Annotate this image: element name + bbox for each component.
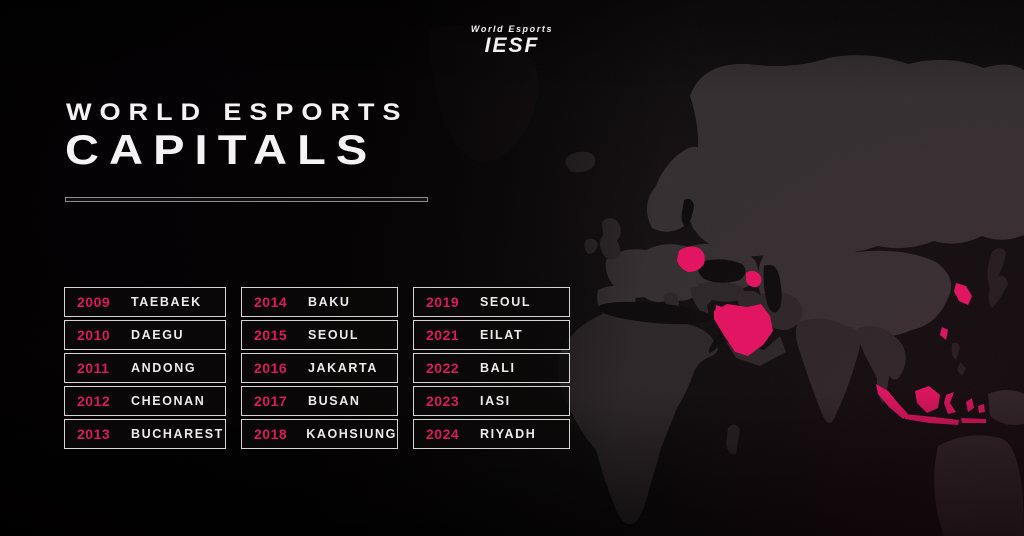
capital-city: TAEBAEK xyxy=(131,295,202,309)
page-title-line2: CAPITALS xyxy=(65,126,378,173)
capital-city: IASI xyxy=(480,394,511,408)
capitals-column-1: 2009 TAEBAEK 2010 DAEGU 2011 ANDONG 2012… xyxy=(64,287,226,452)
capital-year: 2016 xyxy=(254,360,288,376)
capital-year: 2022 xyxy=(426,360,460,376)
capital-row: 2014 BAKU xyxy=(241,287,398,317)
capital-row: 2015 SEOUL xyxy=(241,320,398,350)
capital-year: 2023 xyxy=(426,393,460,409)
capital-row: 2021 EILAT xyxy=(413,320,570,350)
capital-row: 2009 TAEBAEK xyxy=(64,287,226,317)
capital-year: 2012 xyxy=(77,393,111,409)
capital-year: 2024 xyxy=(426,426,460,442)
capital-city: BUSAN xyxy=(308,394,361,408)
capital-city: ANDONG xyxy=(131,361,197,375)
capital-year: 2010 xyxy=(77,327,111,343)
capital-year: 2009 xyxy=(77,294,111,310)
capital-city: SEOUL xyxy=(480,295,532,309)
capital-year: 2014 xyxy=(254,294,288,310)
capital-city: BALI xyxy=(480,361,516,375)
capital-row: 2010 DAEGU xyxy=(64,320,226,350)
capital-row: 2018 KAOHSIUNG xyxy=(241,419,398,449)
capitals-table: 2009 TAEBAEK 2010 DAEGU 2011 ANDONG 2012… xyxy=(64,287,570,452)
capitals-column-3: 2019 SEOUL 2021 EILAT 2022 BALI 2023 IAS… xyxy=(413,287,570,452)
capital-year: 2021 xyxy=(426,327,460,343)
capital-row: 2011 ANDONG xyxy=(64,353,226,383)
capital-city: JAKARTA xyxy=(308,361,378,375)
capitals-column-2: 2014 BAKU 2015 SEOUL 2016 JAKARTA 2017 B… xyxy=(241,287,398,452)
capital-row: 2022 BALI xyxy=(413,353,570,383)
capital-city: BAKU xyxy=(308,295,351,309)
capital-row: 2013 BUCHAREST xyxy=(64,419,226,449)
capital-row: 2017 BUSAN xyxy=(241,386,398,416)
capital-year: 2017 xyxy=(254,393,288,409)
capital-year: 2011 xyxy=(77,360,110,376)
capital-city: EILAT xyxy=(480,328,524,342)
capital-year: 2013 xyxy=(77,426,111,442)
capital-city: DAEGU xyxy=(131,328,185,342)
capital-city: KAOHSIUNG xyxy=(306,427,397,441)
iesf-logo: World Esports IESF xyxy=(0,24,1024,58)
capital-year: 2015 xyxy=(254,327,288,343)
capital-city: SEOUL xyxy=(308,328,360,342)
capital-city: BUCHAREST xyxy=(131,427,224,441)
capital-row: 2023 IASI xyxy=(413,386,570,416)
iesf-logo-wordmark: World Esports xyxy=(470,24,554,34)
capital-year: 2018 xyxy=(254,426,288,442)
title-divider xyxy=(65,197,428,202)
capital-row: 2012 CHEONAN xyxy=(64,386,226,416)
capital-city: CHEONAN xyxy=(131,394,206,408)
capital-row: 2016 JAKARTA xyxy=(241,353,398,383)
capital-row: 2019 SEOUL xyxy=(413,287,570,317)
iesf-logo-brand: IESF xyxy=(484,34,540,57)
capital-row: 2024 RIYADH xyxy=(413,419,570,449)
capital-year: 2019 xyxy=(426,294,460,310)
capital-city: RIYADH xyxy=(480,427,537,441)
page-title-line1: WORLD ESPORTS xyxy=(66,99,409,126)
